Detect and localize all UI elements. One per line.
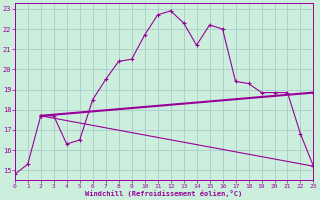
X-axis label: Windchill (Refroidissement éolien,°C): Windchill (Refroidissement éolien,°C) <box>85 190 243 197</box>
